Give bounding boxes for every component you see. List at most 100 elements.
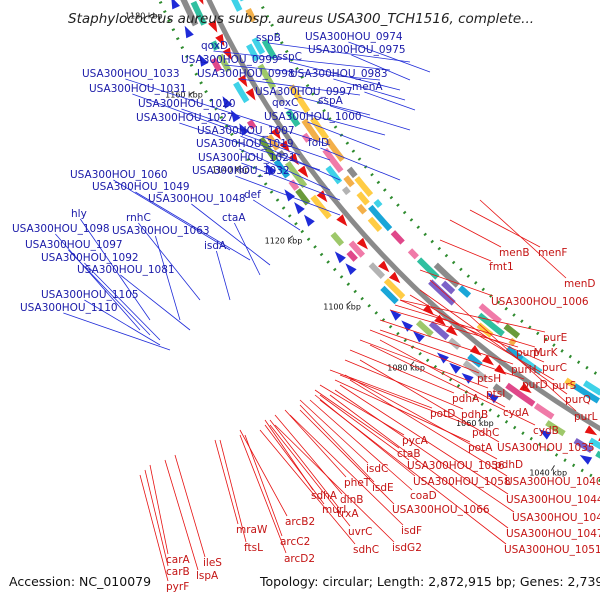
reverse-gene-label: pheT — [344, 477, 371, 489]
reverse-gene-label: menD — [564, 278, 595, 290]
genome-rings — [157, 0, 600, 483]
forward-leader-line — [320, 147, 401, 181]
reverse-gene-arrow — [445, 325, 458, 336]
reverse-leader-line — [144, 469, 169, 567]
forward-leader-line — [63, 312, 171, 351]
reverse-leader-line — [449, 219, 502, 248]
kbp-tick-mark — [287, 235, 294, 240]
reverse-leader-line — [389, 309, 519, 348]
forward-gene-label: USA300HOU_1007 — [197, 125, 295, 137]
feature-block — [383, 278, 406, 300]
forward-leader-line — [364, 91, 416, 111]
feature-block — [346, 250, 358, 262]
forward-leader-line — [191, 203, 271, 266]
reverse-gene-arrow — [434, 314, 446, 326]
reverse-gene-label: pyrF — [166, 581, 189, 593]
reverse-gene-label: arcD2 — [284, 553, 315, 565]
feature-block — [251, 37, 266, 55]
forward-gene-label: USA300HOU_1063 — [112, 225, 210, 237]
forward-leader-line — [235, 175, 341, 216]
forward-gene-arrow — [199, 54, 209, 67]
forward-gene-arrow — [265, 163, 277, 176]
feature-block — [448, 337, 462, 350]
reverse-gene-label: ftsL — [244, 542, 263, 554]
reverse-leader-line — [349, 349, 455, 394]
reverse-gene-arrow — [316, 190, 328, 203]
reverse-leader-line — [149, 464, 169, 555]
reverse-leader-line — [274, 424, 395, 543]
reverse-leader-line — [344, 359, 464, 410]
feature-block — [356, 203, 367, 215]
reverse-gene-label: uvrC — [348, 526, 373, 538]
forward-gene-label: USA300HOU_1092 — [41, 252, 139, 264]
feature-block — [492, 383, 514, 401]
feature-block — [572, 383, 600, 404]
forward-gene-label: def — [244, 189, 261, 201]
feature-block — [341, 186, 351, 196]
reverse-leader-line — [379, 319, 514, 365]
forward-gene-label: USA300HOU_1049 — [92, 181, 190, 193]
map-title: Staphylococcus aureus subsp. aureus USA3… — [68, 11, 534, 27]
reverse-gene-label: murI — [322, 504, 346, 516]
feature-block — [231, 0, 243, 12]
reverse-gene-arrow — [519, 382, 532, 394]
kbp-tick-label: 1140 kbp — [212, 165, 250, 174]
reverse-gene-label: USA300HOU_1066 — [392, 504, 490, 516]
kbp-tick-mark — [235, 165, 241, 170]
forward-gene-label: USA300HOU_1098 — [12, 223, 110, 235]
forward-gene-arrow — [171, 0, 180, 10]
feature-block — [261, 39, 278, 60]
forward-gene-label: ctaA — [222, 212, 246, 224]
feature-block — [272, 89, 286, 105]
forward-leader-line — [348, 41, 431, 73]
feature-block — [273, 159, 291, 179]
feature-block — [190, 0, 207, 26]
forward-gene-label: USA300HOU_0999 — [181, 54, 279, 66]
reverse-gene-label: ctaB — [397, 448, 421, 460]
feature-block — [415, 319, 434, 337]
reverse-gene-arrow — [584, 425, 598, 436]
forward-gene-arrow — [334, 251, 346, 264]
forward-gene-arrow — [389, 309, 402, 321]
feature-block — [582, 380, 600, 396]
forward-gene-label: USA300HOU_1019 — [196, 138, 294, 150]
feature-block — [233, 81, 250, 104]
reverse-gene-label: isdC — [366, 463, 388, 475]
forward-leader-line — [239, 148, 331, 191]
kbp-tick-mark — [550, 465, 555, 471]
feature-block — [505, 345, 524, 362]
reverse-leader-line — [299, 404, 375, 483]
forward-leader-line — [241, 162, 341, 201]
reverse-leader-line — [369, 329, 480, 374]
kbp-tick-mark — [148, 13, 155, 17]
forward-gene-label: USA300HOU_1048 — [148, 193, 246, 205]
forward-gene-arrow — [304, 214, 315, 227]
reverse-leader-line — [139, 474, 169, 582]
feature-block — [416, 257, 440, 280]
forward-gene-label: USA300HOU_1060 — [70, 169, 168, 181]
reverse-leader-line — [319, 384, 405, 436]
reverse-leader-line — [239, 434, 287, 554]
reverse-gene-arrow — [336, 214, 348, 227]
forward-leader-line — [179, 122, 321, 171]
feature-block — [310, 194, 332, 220]
reverse-leader-line — [339, 374, 475, 428]
feature-block — [330, 231, 345, 247]
reverse-leader-line — [339, 384, 509, 495]
reverse-gene-label: pdhA — [452, 393, 480, 405]
feature-block — [380, 285, 399, 305]
forward-leader-line — [79, 218, 151, 321]
forward-gene-label: USA300HOU_1027 — [136, 112, 234, 124]
kbp-tick-mark — [478, 416, 483, 422]
forward-gene-label: USA300HOU_1020 — [138, 98, 236, 110]
reverse-gene-label: carA — [166, 554, 191, 566]
feature-block — [180, 0, 199, 27]
reverse-gene-arrow — [237, 74, 248, 88]
forward-gene-label: qoxD — [201, 40, 228, 52]
reverse-leader-line — [309, 399, 413, 491]
forward-gene-arrow — [284, 189, 295, 202]
backbone-ring — [206, 0, 600, 432]
reverse-gene-arrow — [215, 33, 225, 47]
forward-gene-arrow — [413, 331, 425, 343]
